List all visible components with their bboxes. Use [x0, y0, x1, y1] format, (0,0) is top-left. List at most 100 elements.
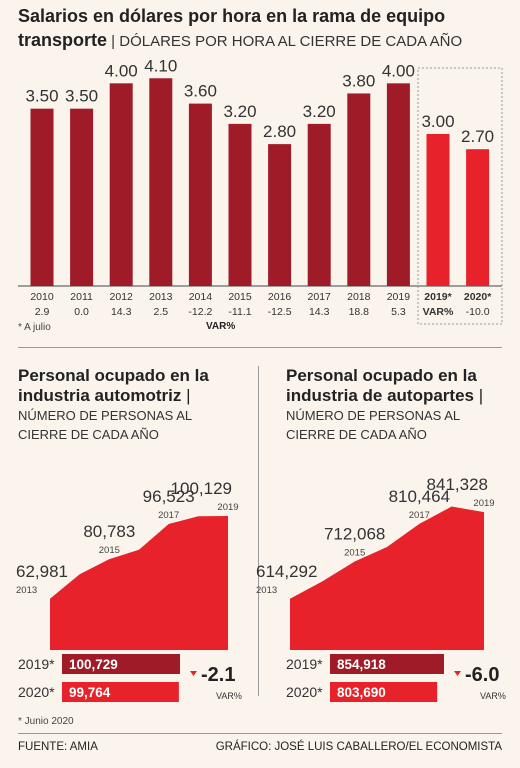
bar-value-label: 3.60 [184, 82, 217, 101]
area-fill [290, 506, 484, 650]
area-year-label: 2013 [16, 585, 37, 596]
area-value-label: 841,328 [427, 475, 488, 494]
comparison-value-label: 100,729 [69, 657, 118, 672]
area-year-label: 2015 [99, 545, 120, 556]
area-year-label: 2017 [409, 510, 430, 521]
bar-value-label: 3.20 [303, 102, 336, 121]
var-label: 2.5 [153, 306, 168, 318]
bar-value-label: 4.00 [382, 61, 415, 80]
bar-value-label: 4.10 [144, 56, 177, 75]
bar-value-label: 2.70 [461, 127, 494, 146]
area-year-label: 2019 [473, 498, 494, 509]
right-panel-header: Personal ocupado en la industria de auto… [286, 366, 506, 444]
var-value: -2.1 [201, 664, 235, 686]
comparison-bar-2019* [62, 654, 180, 674]
comparison-year-label: 2019* [18, 656, 55, 672]
area-value-label: 96,523 [143, 487, 195, 506]
footer-divider [18, 733, 502, 734]
bar-value-label: 3.50 [65, 87, 98, 106]
left-panel-subtitle-line2: CIERRE DE CADA AÑO [18, 427, 159, 442]
left-panel-title-line1: Personal ocupado en la [18, 366, 209, 385]
bar-2019* [426, 134, 450, 286]
var-caption: VAR% [480, 691, 506, 701]
down-arrow-icon [454, 671, 461, 676]
bottom-footnote: * Junio 2020 [18, 716, 74, 727]
x-tick-label: 2011 [70, 291, 93, 303]
comparison-year-label: 2020* [18, 684, 55, 700]
area-year-label: 2013 [256, 585, 277, 596]
bar-2017 [307, 123, 331, 286]
bar-2010 [30, 108, 54, 287]
bar-2019 [386, 83, 410, 286]
x-tick-label: 2010 [30, 291, 54, 303]
bar-2018 [347, 93, 371, 286]
highlight-box [417, 67, 503, 325]
var-axis-label: VAR% [206, 321, 236, 332]
chart-title-bold: transporte [18, 30, 108, 50]
comparison-year-label: 2020* [286, 684, 323, 700]
var-label: -12.5 [268, 306, 292, 318]
var-label: -10.0 [466, 306, 490, 318]
var-value: -6.0 [465, 664, 499, 686]
area-value-label: 712,068 [324, 524, 385, 543]
left-panel-header: Personal ocupado en la industria automot… [18, 366, 256, 444]
var-label: 5.3 [391, 306, 406, 318]
chart-subtitle: | DÓLARES POR HORA AL CIERRE DE CADA AÑO [107, 33, 463, 50]
bar-value-label: 3.50 [25, 87, 58, 106]
bar-value-label: 2.80 [263, 122, 296, 141]
x-tick-label: 2020* [464, 291, 492, 303]
bar-footnote: * A julio [18, 322, 51, 333]
bar-2016 [268, 144, 292, 286]
var-label: 14.3 [309, 306, 330, 318]
comparison-bar-2019* [330, 654, 444, 674]
area-value-label: 62,981 [16, 562, 68, 581]
bar-value-label: 3.00 [421, 112, 454, 131]
bar-2015 [228, 123, 252, 286]
x-tick-label: 2019 [387, 291, 411, 303]
area-fill [50, 516, 228, 650]
var-label: 14.3 [111, 306, 132, 318]
bar-value-label: 3.80 [342, 71, 375, 90]
bar-2014 [188, 103, 212, 286]
x-tick-label: 2016 [268, 291, 292, 303]
x-tick-label: 2014 [189, 291, 213, 303]
footer-source: FUENTE: AMIA [18, 741, 98, 753]
bar-chart: 3.50 2010 2.9 3.50 2011 0.0 4.00 2012 14.3 4.10 20… [18, 56, 503, 325]
right-panel-subtitle-line2: CIERRE DE CADA AÑO [286, 427, 427, 442]
area-value-label: 80,783 [83, 522, 135, 541]
x-tick-label: 2018 [347, 291, 371, 303]
left-panel-subtitle-line1: NÚMERO DE PERSONAS AL [18, 408, 193, 423]
x-tick-label: 2019* [424, 291, 452, 303]
bar-value-label: 4.00 [105, 61, 138, 80]
right-panel-subtitle-line1: NÚMERO DE PERSONAS AL [286, 408, 461, 423]
area-year-label: 2015 [344, 547, 365, 558]
bar-2011 [70, 108, 94, 287]
comparison-bar-2020* [62, 682, 179, 702]
down-arrow-icon [190, 671, 197, 676]
comparison-value-label: 803,690 [337, 685, 386, 700]
chart-title-line1: Salarios en dólares por hora en la rama … [18, 6, 446, 26]
x-tick-label: 2017 [308, 291, 332, 303]
area-value-label: 100,129 [171, 479, 232, 498]
bar-2020* [466, 149, 490, 286]
comparison-value-label: 854,918 [337, 657, 386, 672]
var-label: 0.0 [74, 306, 89, 318]
area-value-label: 810,464 [389, 487, 450, 506]
area-year-label: 2019 [217, 502, 238, 513]
footer-credit: GRÁFICO: JOSÉ LUIS CABALLERO/EL ECONOMIS… [215, 741, 502, 753]
panel-divider [258, 366, 259, 696]
area-value-label: 614,292 [256, 562, 317, 581]
x-tick-label: 2015 [228, 291, 252, 303]
var-label: -12.2 [188, 306, 212, 318]
bar-2012 [109, 83, 133, 286]
section-divider [18, 347, 502, 348]
var-label: -11.1 [228, 306, 251, 318]
x-tick-label: 2013 [149, 291, 173, 303]
var-caption: VAR% [216, 691, 242, 701]
chart-title-line2: transporte | DÓLARES POR HORA AL CIERRE … [18, 30, 462, 51]
comparison-bar-2020* [330, 682, 438, 702]
var-label: VAR% [423, 306, 454, 318]
comparison-year-label: 2019* [286, 656, 323, 672]
x-tick-label: 2012 [110, 291, 134, 303]
